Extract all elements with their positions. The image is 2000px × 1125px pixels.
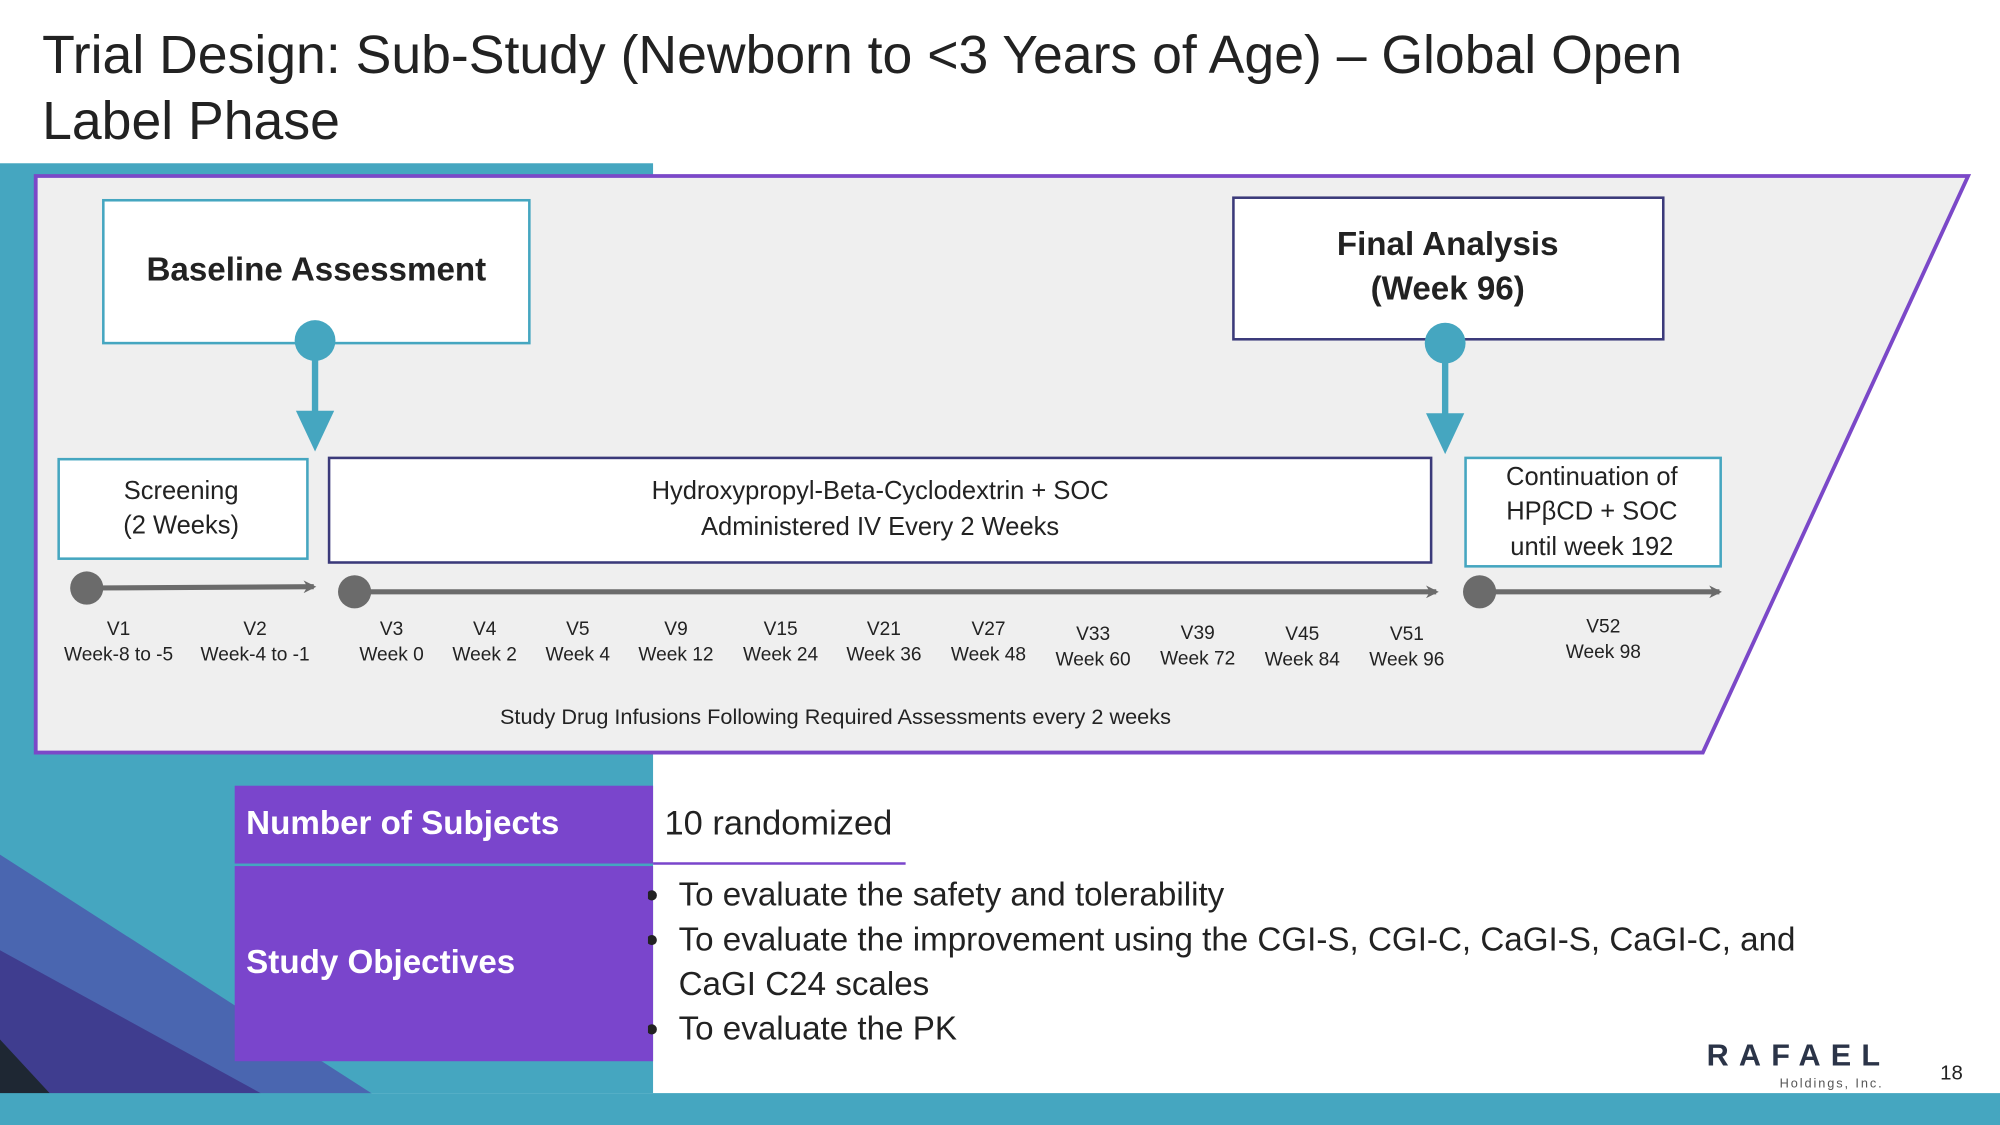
visit-week: Week 24 <box>743 645 818 666</box>
visit-labels: V1 Week-8 to -5 V2 Week-4 to -1 V3 Week 0 V4 We… <box>64 617 1641 671</box>
visit-label: V52 <box>1586 617 1620 638</box>
visit-label: V15 <box>764 619 798 640</box>
visit-label: V39 <box>1181 623 1215 644</box>
objectives-list: To evaluate the safety and tolerability … <box>648 872 1847 1051</box>
continuation-label: HPβCD + SOC <box>1506 497 1677 525</box>
logo-sub: Holdings, Inc. <box>1780 1076 1884 1091</box>
pointer-dot <box>294 320 336 361</box>
screening-label: (2 Weeks) <box>123 512 239 540</box>
pointer-dot <box>1424 322 1466 364</box>
timeline-arrow <box>86 580 317 594</box>
visit-label: V2 <box>243 619 266 640</box>
screening-box <box>57 457 309 560</box>
timeline-dot <box>1463 575 1497 609</box>
table-header-cell <box>234 785 654 864</box>
visit-week: Week 72 <box>1160 648 1235 669</box>
pointer-head <box>1426 413 1465 455</box>
treatment-box <box>327 456 1433 564</box>
visit-week: Week 12 <box>638 645 713 666</box>
visit-label: V45 <box>1285 624 1319 645</box>
visit-label: V3 <box>380 619 403 640</box>
title: Trial Design: Sub-Study (Newborn to <3 Y… <box>42 26 1682 85</box>
title: Label Phase <box>42 92 340 151</box>
visit-week: Week 2 <box>452 645 516 666</box>
final-label: (Week 96) <box>1371 271 1525 308</box>
visit-label: V33 <box>1076 624 1110 645</box>
visit-week: Week 60 <box>1056 650 1131 671</box>
visit-label: V21 <box>867 619 901 640</box>
continuation-label: Continuation of <box>1506 463 1678 491</box>
visit-week: Week 36 <box>846 645 921 666</box>
visit-week: Week-4 to -1 <box>201 645 310 666</box>
visit-week: Week 48 <box>951 645 1026 666</box>
visit-label: V5 <box>566 619 589 640</box>
subjects-label: Number of Subjects <box>246 805 559 842</box>
visit-week: Week-8 to -5 <box>64 645 173 666</box>
visit-label: V9 <box>664 619 687 640</box>
visit-week: Week 96 <box>1369 650 1444 671</box>
bottom-band <box>0 1093 2000 1125</box>
screening-label: Screening <box>124 477 239 505</box>
visit-label: V51 <box>1390 624 1424 645</box>
objectives-box: To evaluate the safety and tolerability … <box>648 872 1847 1063</box>
continuation-box <box>1464 456 1722 568</box>
timeline-dot <box>338 575 372 609</box>
treatment-label: Administered IV Every 2 Weeks <box>701 513 1059 541</box>
subjects-value: 10 randomized <box>665 804 893 842</box>
baseline-label: Baseline Assessment <box>146 251 486 288</box>
visit-label: V27 <box>972 619 1006 640</box>
objectives-label: Study Objectives <box>246 944 515 981</box>
note: Study Drug Infusions Following Required … <box>500 704 1171 729</box>
final-label: Final Analysis <box>1337 226 1559 263</box>
visit-week: Week 0 <box>359 645 424 666</box>
table-header-cell <box>234 866 654 1062</box>
visit-week: Week 84 <box>1265 650 1340 671</box>
objective: To evaluate the improvement using the CG… <box>676 917 1847 1006</box>
baseline-box <box>102 198 531 345</box>
final-box <box>1232 196 1665 341</box>
continuation-label: until week 192 <box>1510 533 1673 561</box>
visit-week: Week 98 <box>1566 642 1641 663</box>
page-number: 18 <box>1940 1062 1963 1084</box>
visit-week: Week 4 <box>546 645 611 666</box>
visit-label: V4 <box>473 619 497 640</box>
logo: RAFAEL <box>1707 1038 1891 1072</box>
timeline-dot <box>70 571 104 605</box>
visit-label: V1 <box>107 619 130 640</box>
treatment-label: Hydroxypropyl-Beta-Cyclodextrin + SOC <box>652 477 1109 505</box>
pointer-head <box>295 410 335 452</box>
objective: To evaluate the safety and tolerability <box>676 872 1847 917</box>
objective: To evaluate the PK <box>676 1006 1847 1051</box>
